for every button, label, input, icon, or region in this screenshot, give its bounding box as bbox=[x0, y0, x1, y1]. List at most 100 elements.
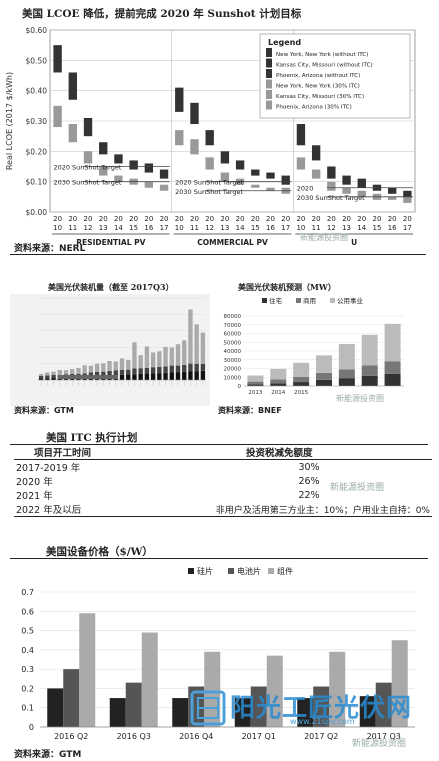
bar bbox=[125, 682, 142, 727]
itc-row-credit: 26% bbox=[298, 475, 320, 487]
stacked-bar-segment bbox=[182, 371, 187, 380]
y-tick-label: 30000 bbox=[224, 358, 242, 364]
x-tick-label: 20 bbox=[296, 215, 305, 223]
x-tick-label: 20 bbox=[68, 215, 77, 223]
legend-swatch bbox=[262, 298, 267, 303]
x-tick-label: 12 bbox=[84, 224, 93, 232]
stacked-bar-segment bbox=[132, 368, 137, 375]
stacked-bar-segment bbox=[51, 378, 56, 380]
x-tick-label: 2017 Q3 bbox=[367, 732, 401, 741]
x-tick-label: 10 bbox=[53, 224, 62, 232]
stacked-bar-segment bbox=[70, 369, 75, 374]
x-tick-label: 15 bbox=[251, 224, 260, 232]
y-tick-label: 80000 bbox=[224, 314, 242, 320]
x-tick-label: 20 bbox=[190, 215, 199, 223]
itc-row-period: 2021 年 bbox=[16, 491, 53, 502]
target-label: 2030 SunShot Target bbox=[297, 194, 365, 202]
x-tick-label: 17 bbox=[403, 224, 412, 232]
prices-panel: 美国设备价格（$/W） 硅片 电池片 组件 0 0.1 0.2 0.3 0.4 0.5 0.6 0.… bbox=[0, 540, 439, 761]
lcoe-panel: 美国 LCOE 降低，提前完成 2020 年 Sunshot 计划目标 $0.0… bbox=[0, 0, 439, 258]
bar-range-no-itc bbox=[220, 151, 230, 164]
x-tick-label: 10 bbox=[175, 224, 184, 232]
legend-label: 硅片 bbox=[197, 566, 213, 576]
x-tick-label: 20 bbox=[236, 215, 245, 223]
itc-panel: 美国 ITC 执行计划 项目开工时间 投资税减免额度 2017-2019 年 3… bbox=[0, 428, 439, 518]
stacked-bar-segment bbox=[119, 369, 125, 375]
stacked-bar-segment bbox=[150, 352, 156, 368]
x-tick-label: 11 bbox=[68, 224, 77, 232]
x-tick-label: 15 bbox=[373, 224, 382, 232]
itc-header-period: 项目开工时间 bbox=[34, 448, 92, 459]
bar bbox=[109, 698, 126, 727]
stacked-bar-segment bbox=[126, 359, 131, 370]
x-tick-label: 20 bbox=[281, 215, 290, 223]
x-tick-label: 12 bbox=[205, 224, 214, 232]
stacked-bar-segment bbox=[126, 374, 131, 380]
stacked-bar-segment bbox=[51, 371, 56, 375]
stacked-bar-segment bbox=[45, 372, 50, 376]
x-tick-label: 20 bbox=[327, 215, 336, 223]
itc-row-credit: 30% bbox=[298, 461, 320, 473]
x-tick-label: 2015 bbox=[294, 390, 308, 396]
y-tick-label: 50000 bbox=[224, 340, 242, 346]
stacked-bar-segment bbox=[175, 365, 181, 373]
legend-label: Phoenix, Arizona (30% ITC) bbox=[276, 105, 352, 111]
x-tick-label: 10 bbox=[296, 224, 305, 232]
prices-source: 资料来源：GTM bbox=[14, 750, 82, 760]
bar bbox=[63, 669, 80, 727]
stacked-bar-segment bbox=[38, 373, 44, 376]
target-label: 2020 SunShot Target bbox=[175, 179, 243, 187]
x-tick-label: 20 bbox=[144, 215, 153, 223]
bar bbox=[359, 696, 376, 727]
stacked-bar-segment bbox=[194, 371, 199, 380]
stacked-bar-segment bbox=[157, 366, 162, 374]
lcoe-title: 美国 LCOE 降低，提前完成 2020 年 Sunshot 计划目标 bbox=[22, 8, 302, 20]
x-tick-label: 12 bbox=[327, 224, 336, 232]
y-tick-label: 0.4 bbox=[21, 646, 34, 655]
legend-label: 组件 bbox=[277, 566, 293, 576]
stacked-bar-segment bbox=[182, 364, 187, 372]
bar-range-no-itc bbox=[235, 160, 245, 170]
x-tick-label: 16 bbox=[388, 224, 397, 232]
prices-title: 美国设备价格（$/W） bbox=[46, 546, 153, 558]
bar bbox=[47, 688, 64, 727]
stacked-bar-segment bbox=[316, 355, 332, 373]
bar-range-no-itc bbox=[53, 45, 62, 73]
legend-label: 电池片 bbox=[237, 566, 261, 576]
stacked-bar-segment bbox=[45, 378, 50, 380]
stacked-bar-segment bbox=[138, 355, 143, 369]
x-tick-label: 20 bbox=[403, 215, 412, 223]
stacked-bar-segment bbox=[247, 375, 264, 382]
bar bbox=[234, 698, 251, 727]
legend-swatch bbox=[266, 48, 272, 57]
bar-range-itc bbox=[83, 151, 93, 164]
prices-top-rule bbox=[10, 558, 428, 559]
installs-chart bbox=[10, 294, 210, 406]
target-label: 2030 SunShot Target bbox=[175, 188, 243, 196]
bar-range-itc bbox=[144, 181, 154, 188]
stacked-bar-segment bbox=[361, 334, 378, 366]
bar bbox=[313, 686, 330, 727]
stacked-bar-segment bbox=[82, 365, 87, 374]
legend-label: Kansas City, Missouri (without ITC) bbox=[276, 63, 373, 69]
lcoe-watermark: 新能源投资圈 bbox=[300, 232, 348, 242]
x-tick-label: 2014 bbox=[271, 390, 285, 396]
x-tick-label: 11 bbox=[190, 224, 199, 232]
stacked-bar-segment bbox=[293, 376, 310, 383]
stacked-bar-segment bbox=[94, 371, 100, 377]
y-tick-label: $0.20 bbox=[26, 147, 48, 156]
bar bbox=[250, 686, 267, 727]
stacked-bar-segment bbox=[138, 373, 143, 380]
stacked-bar-segment bbox=[113, 370, 118, 376]
x-tick-label: 20 bbox=[160, 215, 169, 223]
bar bbox=[141, 632, 158, 727]
bar bbox=[172, 698, 189, 727]
stacked-bar-segment bbox=[200, 370, 206, 380]
legend-label: New York, New York (without ITC) bbox=[276, 52, 368, 58]
stacked-bar-segment bbox=[247, 381, 264, 385]
logo-url: www.21spv.com bbox=[290, 717, 355, 726]
bar-range-itc bbox=[53, 105, 62, 128]
bar-range-itc bbox=[403, 196, 412, 203]
legend-strip bbox=[58, 375, 118, 379]
bar-range-no-itc bbox=[266, 172, 275, 179]
